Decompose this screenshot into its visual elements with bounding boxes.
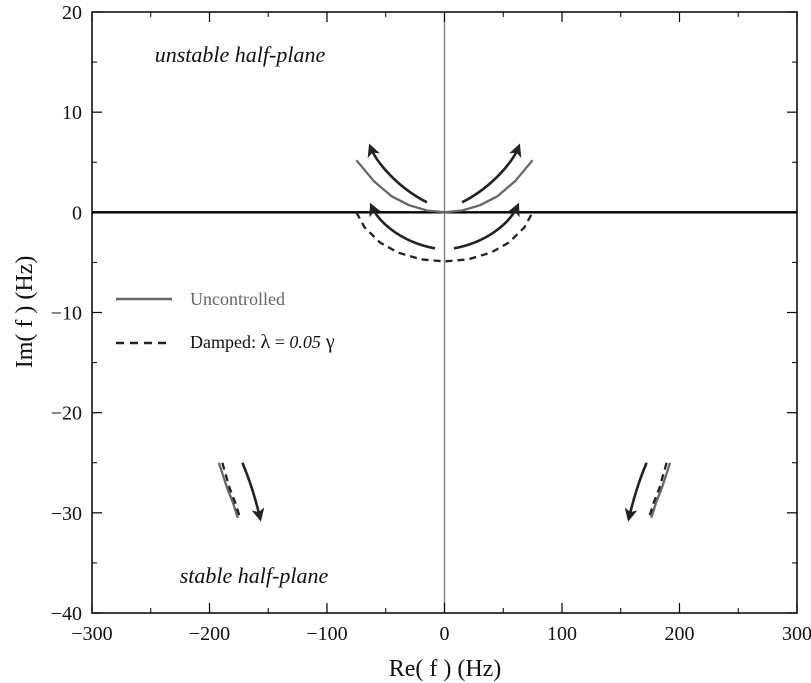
annotation-stable: stable half-plane [180,563,329,588]
legend-damped-eq: = [270,332,289,352]
y-tick-label: 20 [62,2,82,24]
x-tick-label: 100 [547,623,577,645]
series-uncontrolled-curve [217,462,239,519]
series-uncontrolled-curve [650,462,672,519]
x-tick-label: −300 [71,623,112,645]
x-tick-label: 0 [440,623,450,645]
y-axis-label: Im( f ) (Hz) [12,256,38,369]
x-axis-label: Re( f ) (Hz) [389,656,502,682]
series-damped-curve [221,462,242,519]
legend-damped-gamma: γ [321,331,335,353]
y-tick-label: −10 [51,303,82,325]
series-damped-curve [355,211,534,263]
legend-uncontrolled-label: Uncontrolled [190,289,285,309]
direction-arrow [241,462,265,522]
legend-damped-lambda: λ [260,331,270,353]
series-uncontrolled-curve [355,159,445,214]
direction-arrow [461,143,522,204]
y-tick-label: 0 [72,202,82,224]
series-uncontrolled-curve [444,159,534,214]
curves [217,159,672,519]
legend: Uncontrolled Damped: λ = 0.05 γ [116,289,335,353]
y-tick-label: 10 [62,102,82,124]
direction-arrow [367,143,428,204]
x-tick-label: −100 [306,623,347,645]
y-tick-label: −20 [51,403,82,425]
arrows [241,143,648,522]
legend-damped-value: 0.05 [289,332,321,352]
direction-arrow [453,202,520,250]
legend-damped-prefix: Damped: [190,332,260,352]
x-tick-label: −200 [189,623,230,645]
y-tick-label: −40 [51,603,82,625]
y-tick-label: −30 [51,503,82,525]
plot-area [91,11,798,614]
annotation-unstable: unstable half-plane [155,42,326,67]
direction-arrow [369,202,436,250]
direction-arrow [624,462,648,522]
legend-damped-label: Damped: λ = 0.05 γ [190,331,335,353]
series-damped-curve [647,462,668,519]
x-tick-label: 300 [782,623,811,645]
x-tick-label: 200 [665,623,695,645]
